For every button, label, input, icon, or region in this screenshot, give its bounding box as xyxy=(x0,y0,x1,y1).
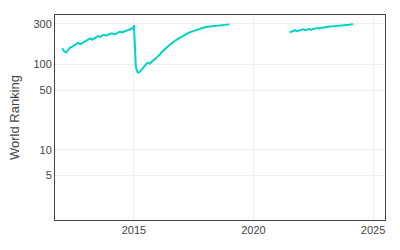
svg-text:2020: 2020 xyxy=(241,224,265,236)
svg-text:2015: 2015 xyxy=(122,224,146,236)
svg-text:World Ranking: World Ranking xyxy=(7,75,22,160)
svg-text:300: 300 xyxy=(33,18,51,30)
svg-text:10: 10 xyxy=(40,144,52,156)
svg-text:2025: 2025 xyxy=(361,224,385,236)
svg-text:50: 50 xyxy=(40,84,52,96)
svg-text:5: 5 xyxy=(46,169,52,181)
svg-text:100: 100 xyxy=(33,58,51,70)
